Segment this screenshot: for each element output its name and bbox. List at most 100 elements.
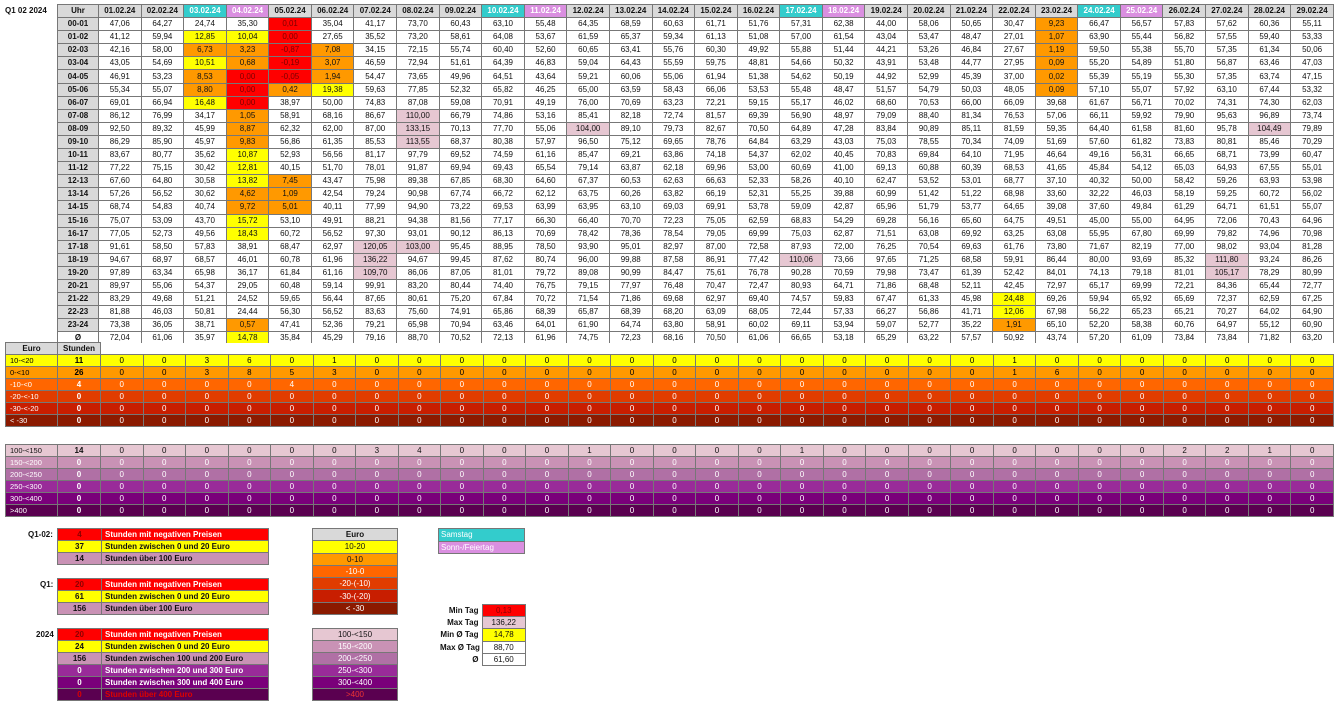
price-cell[interactable]: 66,40 xyxy=(566,213,610,228)
count-cell[interactable]: 0 xyxy=(1035,492,1079,505)
price-cell[interactable]: 72,06 xyxy=(1205,213,1249,228)
price-cell[interactable]: 88,40 xyxy=(906,108,951,123)
price-cell[interactable]: 87,65 xyxy=(353,292,398,307)
price-cell[interactable]: 12,81 xyxy=(225,161,270,176)
count-cell[interactable]: 0 xyxy=(397,414,442,427)
price-cell[interactable]: 57,92 xyxy=(1162,82,1207,97)
price-cell[interactable]: 66,11 xyxy=(1077,108,1121,123)
price-cell[interactable]: 79,89 xyxy=(1290,121,1334,136)
price-cell[interactable]: 70,53 xyxy=(906,95,951,110)
count-cell[interactable]: 0 xyxy=(992,444,1037,457)
count-cell[interactable]: 0 xyxy=(482,402,527,415)
price-cell[interactable]: 51,61 xyxy=(438,56,483,71)
price-cell[interactable]: 64,71 xyxy=(1205,200,1249,215)
count-cell[interactable]: 0 xyxy=(185,402,229,415)
price-cell[interactable]: 80,74 xyxy=(523,252,568,267)
price-cell[interactable]: 48,81 xyxy=(736,56,781,71)
price-cell[interactable]: 38,71 xyxy=(183,318,227,333)
price-cell[interactable]: 57,35 xyxy=(1205,69,1249,84)
price-cell[interactable]: 55,20 xyxy=(1077,56,1121,71)
price-cell[interactable]: 51,22 xyxy=(949,187,994,202)
count-cell[interactable]: 0 xyxy=(1205,468,1249,481)
count-cell[interactable]: 0 xyxy=(312,504,357,517)
price-cell[interactable]: 87,05 xyxy=(438,265,483,280)
count-cell[interactable]: 0 xyxy=(780,378,824,391)
count-cell[interactable]: 0 xyxy=(355,354,399,367)
price-cell[interactable]: 55,48 xyxy=(523,17,568,32)
count-cell[interactable]: 0 xyxy=(1290,390,1334,403)
count-cell[interactable]: 0 xyxy=(142,414,187,427)
price-cell[interactable]: 59,04 xyxy=(566,56,610,71)
price-cell[interactable]: 60,90 xyxy=(1290,318,1334,333)
price-cell[interactable]: 58,61 xyxy=(438,30,483,45)
price-cell[interactable]: 74,18 xyxy=(694,148,738,163)
price-cell[interactable]: 53,53 xyxy=(736,82,781,97)
count-cell[interactable]: 0 xyxy=(142,402,187,415)
count-cell[interactable]: 0 xyxy=(355,378,399,391)
price-cell[interactable]: 48,47 xyxy=(821,82,866,97)
count-cell[interactable]: 0 xyxy=(525,468,569,481)
count-cell[interactable]: 0 xyxy=(525,402,569,415)
price-cell[interactable]: 74,91 xyxy=(438,305,483,320)
price-cell[interactable]: 64,01 xyxy=(523,318,568,333)
count-cell[interactable]: 0 xyxy=(1247,492,1292,505)
price-cell[interactable]: 65,44 xyxy=(1247,278,1292,294)
price-cell[interactable]: 43,03 xyxy=(821,134,866,150)
count-cell[interactable]: 0 xyxy=(610,504,654,517)
price-cell[interactable]: 35,22 xyxy=(949,318,994,333)
count-cell[interactable]: 6 xyxy=(227,354,272,367)
price-cell[interactable]: 82,18 xyxy=(608,108,653,123)
price-cell[interactable]: 74,83 xyxy=(353,95,398,110)
price-cell[interactable]: 80,93 xyxy=(779,278,823,294)
price-cell[interactable]: 60,30 xyxy=(694,43,738,58)
price-cell[interactable]: 0,09 xyxy=(1034,82,1079,97)
price-cell[interactable]: 54,62 xyxy=(779,69,823,84)
price-cell[interactable]: 72,77 xyxy=(1290,278,1334,294)
price-cell[interactable]: 85,11 xyxy=(949,121,994,136)
price-cell[interactable]: 51,79 xyxy=(906,200,951,215)
price-cell[interactable]: 7,08 xyxy=(310,43,355,58)
price-cell[interactable]: 61,54 xyxy=(821,30,866,45)
count-cell[interactable]: 0 xyxy=(652,414,697,427)
price-cell[interactable]: 87,00 xyxy=(694,239,738,254)
count-cell[interactable]: 0 xyxy=(865,354,909,367)
count-cell[interactable]: 0 xyxy=(1035,468,1079,481)
count-cell[interactable]: 0 xyxy=(610,414,654,427)
price-cell[interactable]: 61,67 xyxy=(1077,95,1121,110)
count-cell[interactable]: 0 xyxy=(482,414,527,427)
price-cell[interactable]: 55,12 xyxy=(1247,318,1292,333)
count-cell[interactable]: 0 xyxy=(1205,354,1249,367)
price-cell[interactable]: 63,34 xyxy=(140,265,185,280)
count-cell[interactable]: 0 xyxy=(270,468,314,481)
count-cell[interactable]: 0 xyxy=(652,504,697,517)
price-cell[interactable]: 75,03 xyxy=(779,226,823,241)
price-cell[interactable]: 34,15 xyxy=(353,43,398,58)
price-cell[interactable]: 86,26 xyxy=(1290,252,1334,267)
price-cell[interactable]: 71,86 xyxy=(864,278,908,294)
count-cell[interactable]: 0 xyxy=(695,378,739,391)
price-cell[interactable]: 52,77 xyxy=(906,318,951,333)
price-cell[interactable]: 91,61 xyxy=(98,239,142,254)
count-cell[interactable]: 0 xyxy=(567,492,612,505)
count-cell[interactable]: 0 xyxy=(185,444,229,457)
price-cell[interactable]: 83,67 xyxy=(98,148,142,163)
price-cell[interactable]: 83,29 xyxy=(98,292,142,307)
count-cell[interactable]: 0 xyxy=(950,366,994,379)
price-cell[interactable]: 66,00 xyxy=(949,95,994,110)
price-cell[interactable]: 40,45 xyxy=(821,148,866,163)
price-cell[interactable]: 55,70 xyxy=(1162,43,1207,58)
count-cell[interactable]: 0 xyxy=(482,390,527,403)
price-cell[interactable]: 49,68 xyxy=(140,292,185,307)
price-cell[interactable]: 50,06 xyxy=(1290,43,1334,58)
price-cell[interactable]: 63,29 xyxy=(779,134,823,150)
count-cell[interactable]: 0 xyxy=(440,492,484,505)
price-cell[interactable]: 68,83 xyxy=(779,213,823,228)
count-cell[interactable]: 0 xyxy=(227,378,272,391)
price-cell[interactable]: 30,58 xyxy=(183,174,227,189)
price-cell[interactable]: 47,06 xyxy=(98,17,142,32)
count-cell[interactable]: 0 xyxy=(610,366,654,379)
price-cell[interactable]: 61,94 xyxy=(694,69,738,84)
count-cell[interactable]: 0 xyxy=(227,504,272,517)
count-cell[interactable]: 0 xyxy=(737,444,782,457)
average-cell[interactable]: 72,04 xyxy=(98,331,142,346)
